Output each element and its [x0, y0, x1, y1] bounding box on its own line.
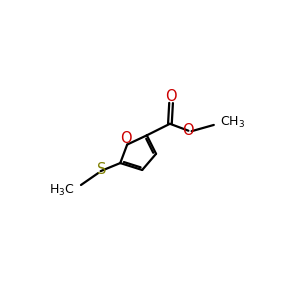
Text: O: O: [183, 123, 194, 138]
Text: S: S: [97, 163, 106, 178]
Text: CH$_3$: CH$_3$: [220, 115, 245, 130]
Text: O: O: [120, 130, 132, 146]
Text: H$_3$C: H$_3$C: [49, 183, 74, 198]
Text: O: O: [165, 88, 177, 104]
